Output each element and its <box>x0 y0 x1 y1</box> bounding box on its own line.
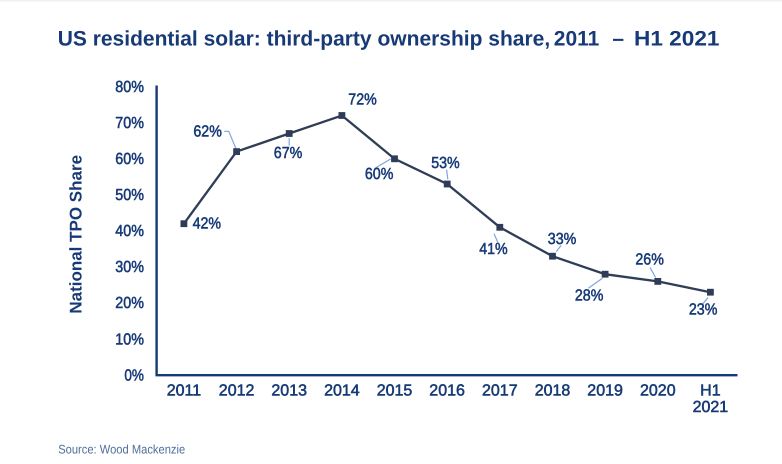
svg-text:H1 2021: H1 2021 <box>634 28 720 51</box>
svg-text:–: – <box>612 28 624 51</box>
svg-text:40%: 40% <box>115 223 144 240</box>
svg-text:2019: 2019 <box>587 383 623 400</box>
svg-text:2014: 2014 <box>324 383 360 400</box>
svg-text:National TPO Share: National TPO Share <box>67 155 86 314</box>
svg-text:20%: 20% <box>115 295 144 312</box>
svg-text:0%: 0% <box>124 367 144 384</box>
svg-text:2016: 2016 <box>429 383 465 400</box>
svg-text:60%: 60% <box>115 151 144 168</box>
svg-text:2012: 2012 <box>219 383 255 400</box>
svg-text:H1: H1 <box>700 383 721 400</box>
svg-text:2011: 2011 <box>167 383 202 400</box>
svg-text:28%: 28% <box>575 288 604 305</box>
svg-text:2018: 2018 <box>535 383 571 400</box>
svg-text:30%: 30% <box>115 259 144 276</box>
svg-text:72%: 72% <box>348 91 377 108</box>
svg-text:70%: 70% <box>115 115 144 132</box>
svg-text:53%: 53% <box>431 155 460 172</box>
svg-text:50%: 50% <box>115 187 144 204</box>
svg-text:2015: 2015 <box>377 383 413 400</box>
svg-text:62%: 62% <box>193 123 222 140</box>
svg-text:67%: 67% <box>274 145 303 162</box>
svg-text:Source: Wood Mackenzie: Source: Wood Mackenzie <box>58 442 185 456</box>
svg-text:2020: 2020 <box>640 383 676 400</box>
svg-text:23%: 23% <box>689 302 718 319</box>
svg-text:33%: 33% <box>548 231 577 248</box>
svg-text:60%: 60% <box>365 166 394 183</box>
svg-text:41%: 41% <box>479 241 508 258</box>
svg-text:42%: 42% <box>193 216 222 233</box>
svg-text:10%: 10% <box>115 331 144 348</box>
svg-text:2021: 2021 <box>693 399 729 416</box>
svg-text:2013: 2013 <box>271 383 307 400</box>
svg-text:2017: 2017 <box>482 383 518 400</box>
svg-text:80%: 80% <box>115 79 144 96</box>
svg-text:26%: 26% <box>635 252 664 269</box>
svg-text:2011: 2011 <box>554 28 600 51</box>
svg-text:US residential solar: third-pa: US residential solar: third-party owners… <box>58 28 550 51</box>
